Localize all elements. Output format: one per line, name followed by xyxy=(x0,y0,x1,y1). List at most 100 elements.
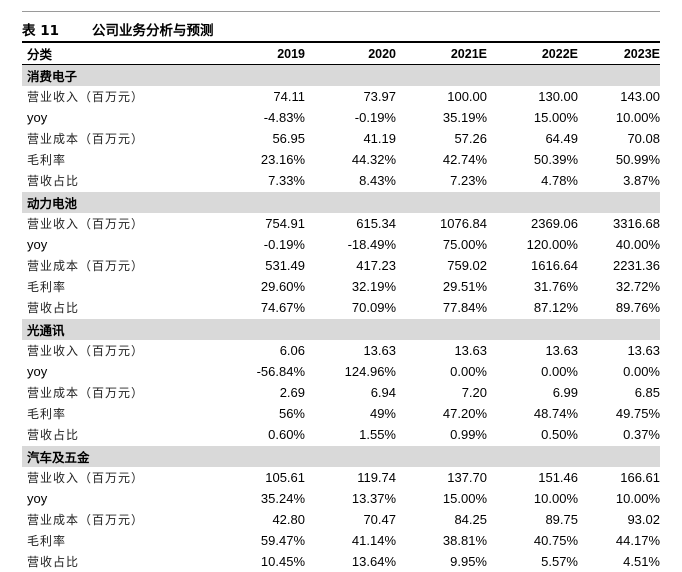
cell-value: 130.00 xyxy=(487,86,578,107)
table-title: 公司业务分析与预测 xyxy=(92,19,214,39)
cell-value: 89.75 xyxy=(487,509,578,530)
cell-value: 2231.36 xyxy=(578,255,660,276)
cell-value: 8.43% xyxy=(305,170,396,192)
header-year: 2019 xyxy=(214,43,305,65)
cell-value: 9.95% xyxy=(396,551,487,572)
cell-value: 50.99% xyxy=(578,149,660,170)
section-name: 汽车及五金 xyxy=(22,446,660,468)
cell-value: 49% xyxy=(305,403,396,424)
row-label: 毛利率 xyxy=(22,403,214,424)
cell-value: 0.00% xyxy=(487,361,578,382)
cell-value: 7.23% xyxy=(396,170,487,192)
cell-value: 70.09% xyxy=(305,297,396,319)
row-label: yoy xyxy=(22,107,214,128)
cell-value: 100.00 xyxy=(396,86,487,107)
cell-value: 13.63 xyxy=(305,340,396,361)
cell-value: 0.60% xyxy=(214,424,305,446)
row-label: 营收占比 xyxy=(22,551,214,572)
section-name: 消费电子 xyxy=(22,65,660,87)
cell-value: 3.87% xyxy=(578,170,660,192)
cell-value: 29.60% xyxy=(214,276,305,297)
section-header-row: 光通讯 xyxy=(22,319,660,341)
cell-value: -18.49% xyxy=(305,234,396,255)
row-label: yoy xyxy=(22,488,214,509)
cell-value: 0.99% xyxy=(396,424,487,446)
cell-value: 10.00% xyxy=(578,488,660,509)
cell-value: 32.19% xyxy=(305,276,396,297)
header-label: 分类 xyxy=(22,43,214,65)
cell-value: 42.74% xyxy=(396,149,487,170)
row-label: yoy xyxy=(22,361,214,382)
cell-value: -0.19% xyxy=(214,234,305,255)
table-caption: 表 11 公司业务分析与预测 xyxy=(22,18,214,40)
table-row: yoy-0.19%-18.49%75.00%120.00%40.00% xyxy=(22,234,660,255)
cell-value: 13.63 xyxy=(487,340,578,361)
header-year: 2022E xyxy=(487,43,578,65)
cell-value: 10.00% xyxy=(487,488,578,509)
cell-value: 3316.68 xyxy=(578,213,660,234)
row-label: 营业收入（百万元） xyxy=(22,213,214,234)
cell-value: 75.00% xyxy=(396,234,487,255)
cell-value: 6.06 xyxy=(214,340,305,361)
cell-value: 87.12% xyxy=(487,297,578,319)
cell-value: 7.20 xyxy=(396,382,487,403)
header-year: 2023E xyxy=(578,43,660,65)
header-year: 2021E xyxy=(396,43,487,65)
section-header-row: 动力电池 xyxy=(22,192,660,214)
row-label: 营收占比 xyxy=(22,297,214,319)
row-label: 营业成本（百万元） xyxy=(22,255,214,276)
cell-value: 70.47 xyxy=(305,509,396,530)
cell-value: 10.00% xyxy=(578,107,660,128)
row-label: 营收占比 xyxy=(22,424,214,446)
cell-value: 74.11 xyxy=(214,86,305,107)
cell-value: 59.47% xyxy=(214,530,305,551)
cell-value: 35.19% xyxy=(396,107,487,128)
cell-value: 137.70 xyxy=(396,467,487,488)
table-row: yoy-4.83%-0.19%35.19%15.00%10.00% xyxy=(22,107,660,128)
cell-value: 6.99 xyxy=(487,382,578,403)
header-year: 2020 xyxy=(305,43,396,65)
cell-value: 15.00% xyxy=(487,107,578,128)
cell-value: 13.37% xyxy=(305,488,396,509)
cell-value: 166.61 xyxy=(578,467,660,488)
section-name: 动力电池 xyxy=(22,192,660,214)
cell-value: 41.19 xyxy=(305,128,396,149)
cell-value: 40.00% xyxy=(578,234,660,255)
cell-value: 50.39% xyxy=(487,149,578,170)
section-name: 光通讯 xyxy=(22,319,660,341)
cell-value: 10.45% xyxy=(214,551,305,572)
section-header-row: 汽车及五金 xyxy=(22,446,660,468)
top-divider xyxy=(22,11,660,12)
cell-value: 15.00% xyxy=(396,488,487,509)
section-header-row: 消费电子 xyxy=(22,65,660,87)
cell-value: 64.49 xyxy=(487,128,578,149)
row-label: 营业收入（百万元） xyxy=(22,340,214,361)
cell-value: 56.95 xyxy=(214,128,305,149)
row-label: 营收占比 xyxy=(22,170,214,192)
cell-value: 754.91 xyxy=(214,213,305,234)
cell-value: 417.23 xyxy=(305,255,396,276)
cell-value: 0.37% xyxy=(578,424,660,446)
cell-value: 531.49 xyxy=(214,255,305,276)
cell-value: 120.00% xyxy=(487,234,578,255)
cell-value: 2.69 xyxy=(214,382,305,403)
cell-value: 56% xyxy=(214,403,305,424)
cell-value: 13.63 xyxy=(396,340,487,361)
cell-value: 49.75% xyxy=(578,403,660,424)
cell-value: 57.26 xyxy=(396,128,487,149)
cell-value: 70.08 xyxy=(578,128,660,149)
cell-value: 32.72% xyxy=(578,276,660,297)
row-label: 营业收入（百万元） xyxy=(22,86,214,107)
